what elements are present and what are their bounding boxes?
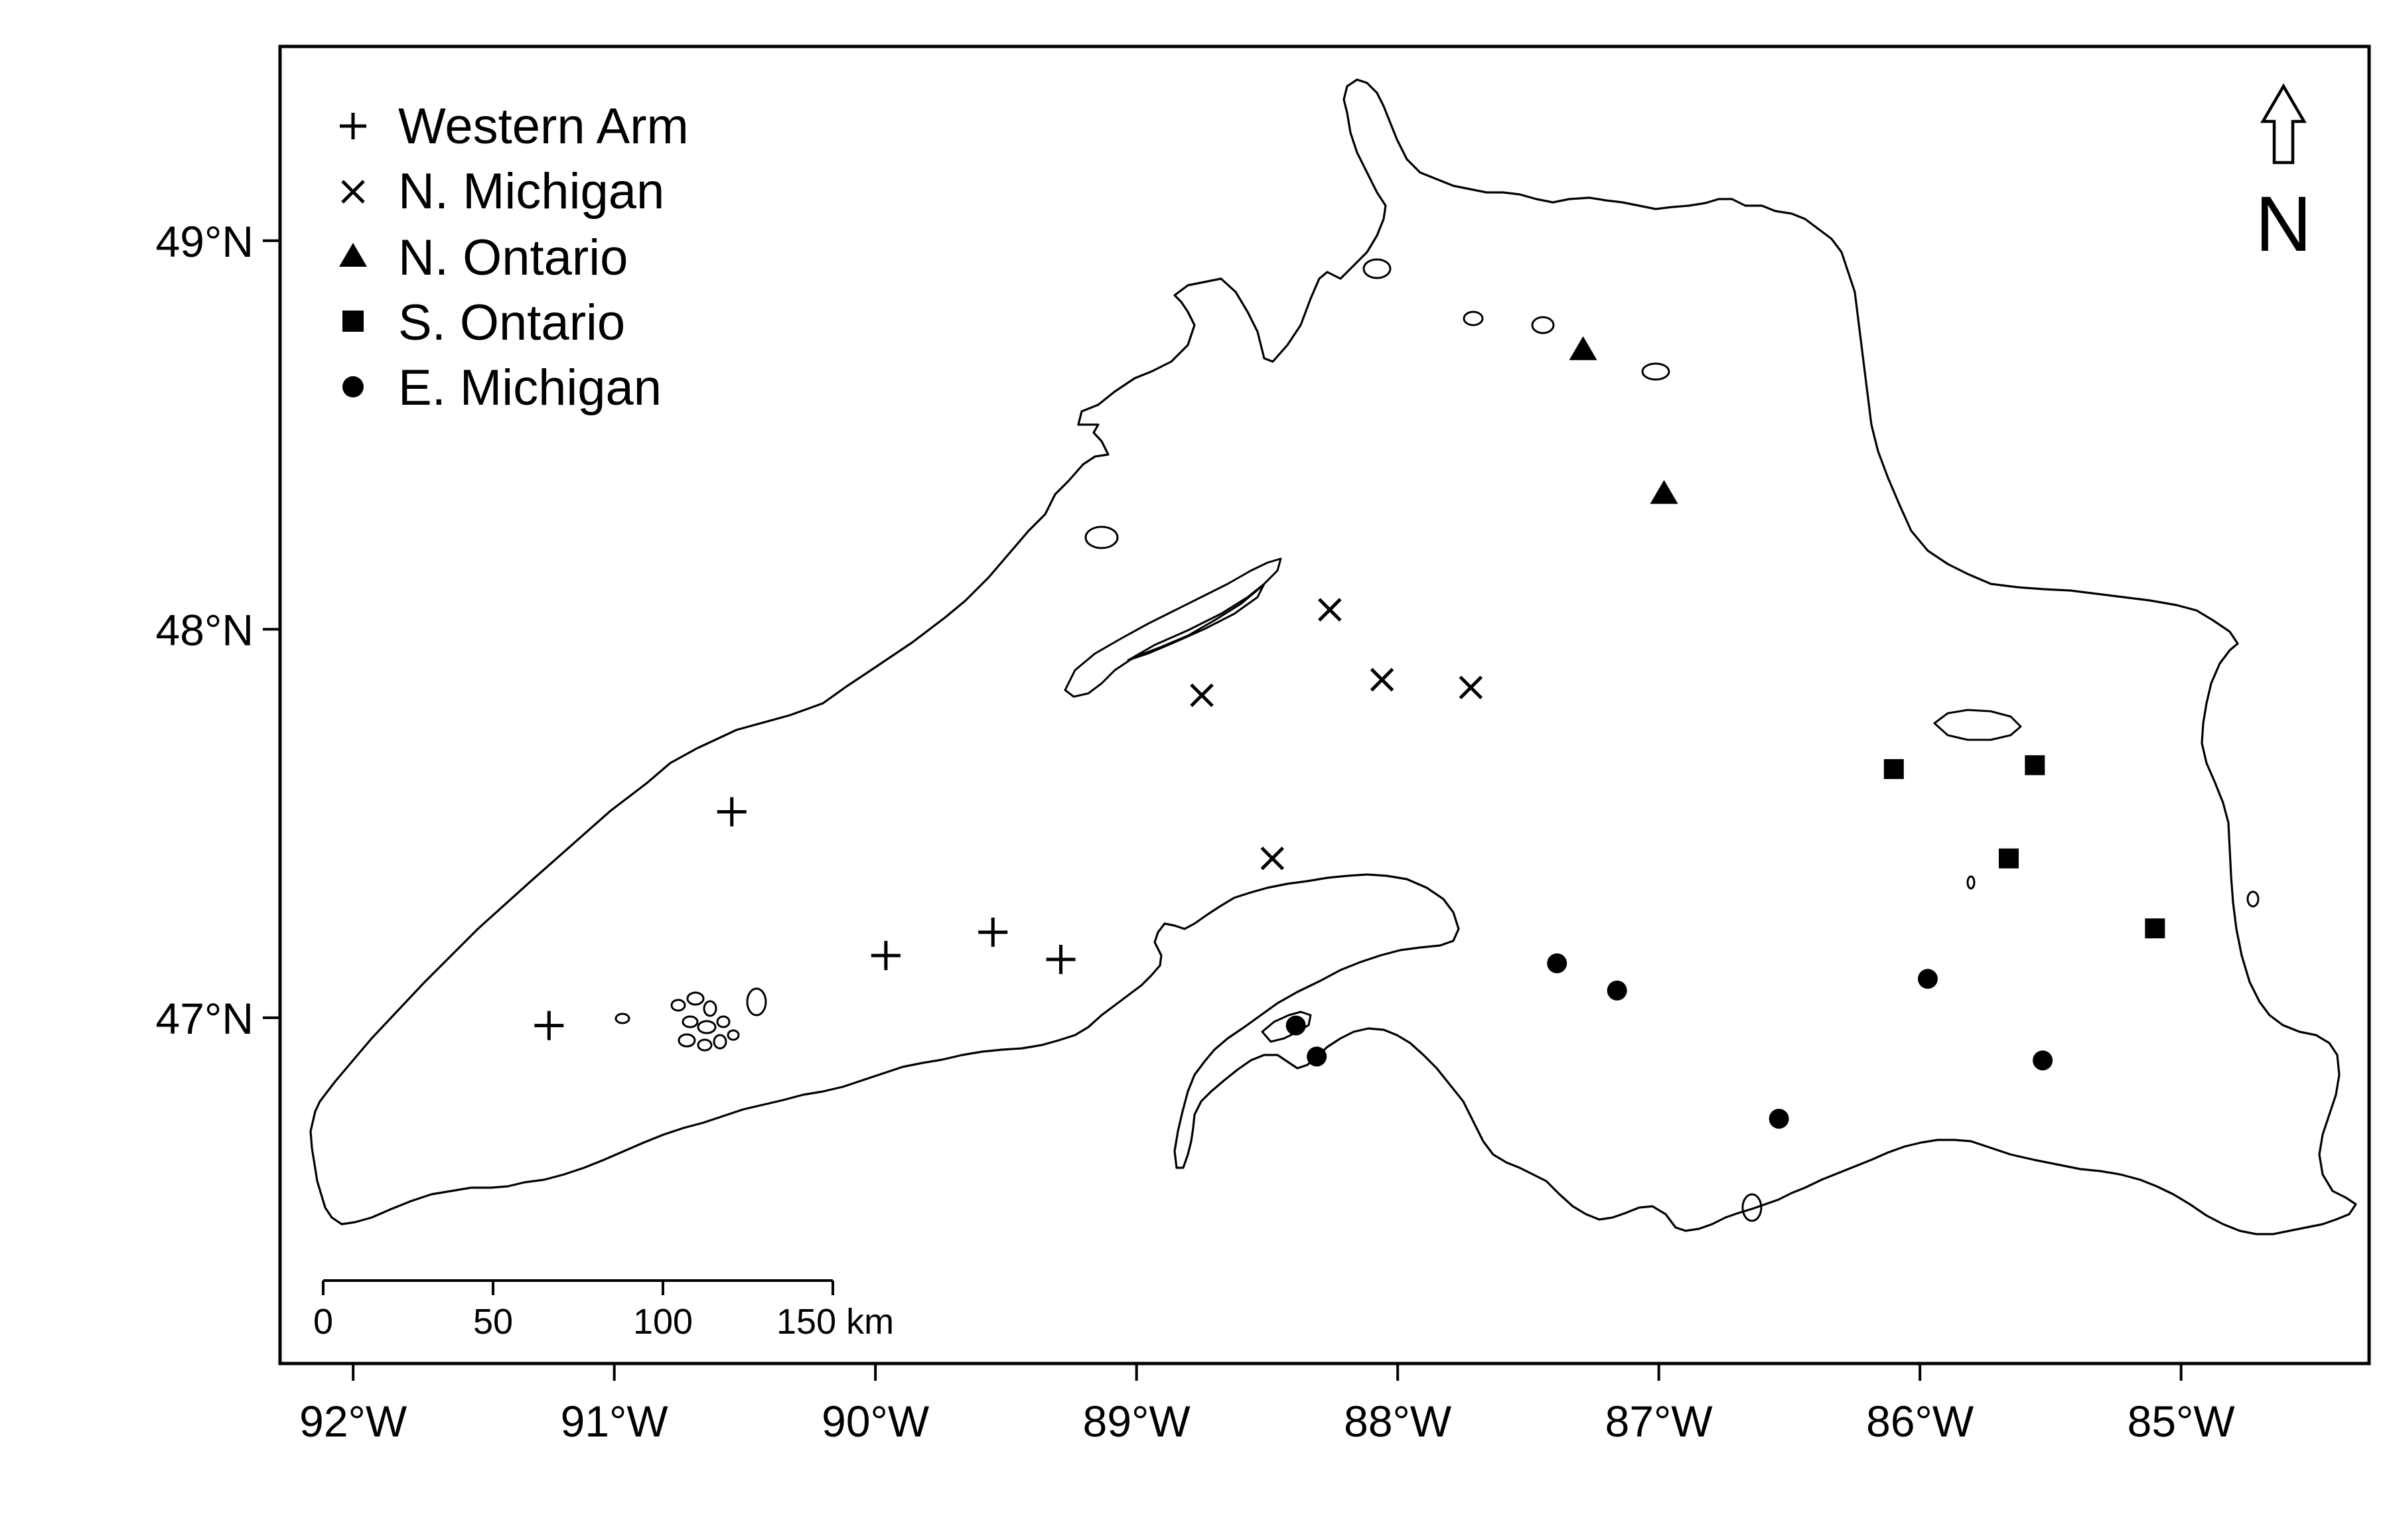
x-tick-label: 89°W — [1083, 1397, 1191, 1446]
site-marker-circle — [2033, 1050, 2053, 1071]
legend-entry-e-michigan: E. Michigan — [342, 360, 662, 416]
site-marker-plus — [534, 1011, 564, 1040]
legend-label-n-michigan: N. Michigan — [398, 163, 664, 220]
legend-entry-s-ontario: S. Ontario — [342, 295, 625, 351]
x-tick-label: 90°W — [822, 1397, 930, 1446]
x-tick-label: 92°W — [299, 1397, 407, 1446]
x-tick-label: 86°W — [1866, 1397, 1974, 1446]
site-marker-plus — [978, 918, 1008, 947]
site-marker-circle — [1917, 969, 1938, 989]
site-marker-triangle — [1650, 480, 1678, 504]
site-marker-circle — [1769, 1109, 1789, 1129]
site-marker-plus — [717, 797, 747, 827]
north-island-5 — [1084, 525, 1119, 549]
site-marker-square — [1883, 759, 1904, 780]
shoreline-outline — [309, 78, 2357, 1235]
site-marker-cross — [1370, 667, 1394, 692]
legend-label-e-michigan: E. Michigan — [398, 360, 662, 416]
scale-label-50: 50 — [473, 1302, 513, 1342]
sites-layer — [534, 336, 2165, 1129]
site-marker-plus — [871, 941, 901, 971]
south-island-1 — [1741, 1193, 1763, 1222]
y-tick-label: 48°N — [156, 605, 253, 654]
map-frame — [278, 44, 2371, 1365]
site-marker-cross — [1260, 847, 1285, 871]
east-island-2 — [1966, 875, 1976, 890]
legend-entry-western-arm: Western Arm — [340, 98, 689, 155]
site-marker-square — [1998, 848, 2019, 869]
legend-entry-n-ontario: N. Ontario — [339, 230, 628, 286]
legend-label-s-ontario: S. Ontario — [398, 295, 625, 351]
east-island-1 — [2246, 890, 2260, 908]
site-marker-cross — [1318, 598, 1342, 622]
scale-bar: 0 50 100 150 km — [313, 1279, 894, 1342]
x-tick-label: 85°W — [2128, 1397, 2236, 1446]
site-marker-cross — [1190, 683, 1214, 707]
site-marker-cross — [1459, 675, 1483, 699]
x-tick-label: 91°W — [561, 1397, 669, 1446]
isle-royale-inner — [1127, 583, 1266, 662]
legend: Western Arm N. Michigan N. Ontario S. On… — [339, 98, 689, 416]
y-tick-label: 49°N — [156, 217, 253, 266]
scale-label-100: 100 — [633, 1302, 693, 1342]
site-marker-square — [2025, 755, 2045, 776]
north-label: N — [2255, 180, 2311, 268]
north-island-1 — [1641, 362, 1670, 381]
scale-label-0: 0 — [313, 1302, 333, 1342]
y-axis: 49°N 48°N 47°N — [156, 217, 280, 1043]
lake-shoreline — [309, 78, 2357, 1235]
legend-entry-n-michigan: N. Michigan — [341, 163, 664, 220]
y-tick-label: 47°N — [156, 994, 253, 1043]
site-marker-plus — [1046, 945, 1076, 975]
site-marker-circle — [1547, 953, 1567, 973]
north-island-3 — [1463, 311, 1484, 326]
north-arrow-icon — [2260, 83, 2307, 165]
apostle-islands — [615, 987, 767, 1052]
site-marker-circle — [1607, 980, 1627, 1001]
legend-label-western-arm: Western Arm — [398, 98, 689, 155]
x-tick-label: 88°W — [1344, 1397, 1452, 1446]
site-marker-circle — [1307, 1046, 1327, 1067]
legend-label-n-ontario: N. Ontario — [398, 230, 628, 286]
north-island-4 — [1362, 258, 1392, 279]
north-island-2 — [1531, 316, 1555, 334]
site-marker-circle — [1285, 1015, 1306, 1036]
isle-royale — [1064, 557, 1282, 698]
keweenaw-bay — [1261, 1011, 1312, 1043]
north-arrow: N — [2255, 83, 2312, 268]
x-tick-label: 87°W — [1605, 1397, 1713, 1446]
scale-label-150: 150 km — [776, 1302, 894, 1342]
x-axis: 92°W 91°W 90°W 89°W 88°W 87°W 86°W 85°W — [299, 1364, 2235, 1446]
site-marker-triangle — [1569, 336, 1597, 360]
site-marker-square — [2145, 918, 2165, 939]
michipicoten-island — [1933, 709, 2022, 741]
